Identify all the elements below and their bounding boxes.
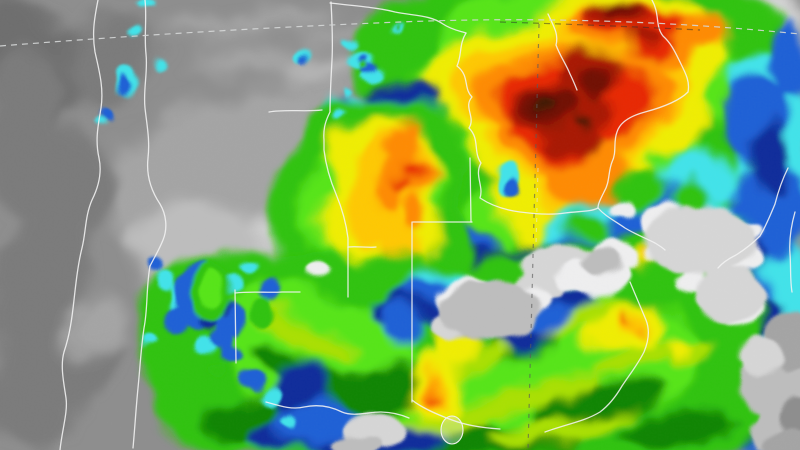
graticule-parallel — [0, 19, 800, 47]
river-pilcomayo — [329, 2, 467, 34]
river-bermejo — [547, 13, 578, 91]
border-andes-secondary — [143, 0, 167, 267]
graticule-parallel-shadow — [499, 21, 701, 31]
graticule-layer — [0, 19, 800, 450]
graticule-meridian — [527, 23, 540, 450]
river-uruguay-west — [717, 167, 789, 269]
border-north-province-horizontal — [268, 109, 323, 113]
border-province-southeast — [411, 399, 501, 430]
river-uruguay-east — [789, 211, 796, 293]
river-parana-upper — [597, 0, 690, 209]
graticule-meridian-light — [535, 167, 539, 246]
river-parana-south — [544, 281, 650, 433]
border-province-cordoba-vertical — [234, 289, 237, 364]
border-andes-main — [59, 0, 103, 450]
river-parana-east — [597, 207, 666, 251]
border-province-santiago-horizontal — [347, 246, 377, 248]
border-west-province — [132, 265, 151, 449]
border-province-cordoba-horizontal — [234, 291, 301, 294]
lake-mar-chiquita — [440, 415, 464, 445]
borders-layer — [59, 0, 796, 450]
border-north-province-vertical — [323, 1, 349, 248]
river-paraguay — [456, 32, 599, 215]
border-province-ne-vertical — [469, 157, 472, 223]
lakes-layer — [440, 415, 464, 445]
river-salado — [265, 401, 410, 419]
